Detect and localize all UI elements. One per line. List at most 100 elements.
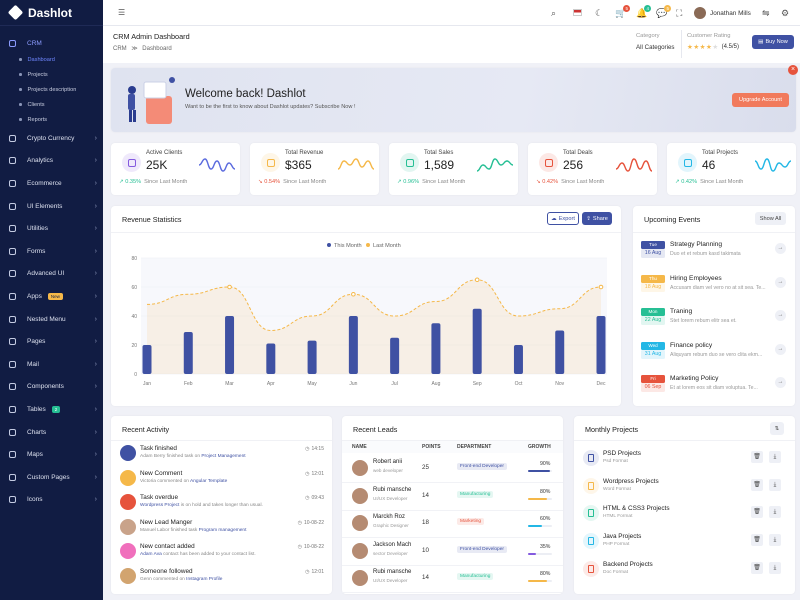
sidebar-item-apps[interactable]: Apps New › bbox=[0, 285, 103, 308]
delete-icon[interactable]: 🗑 bbox=[751, 506, 763, 519]
arrow-right-icon[interactable]: → bbox=[775, 276, 786, 288]
chat-icon[interactable]: 💬 5 bbox=[656, 5, 672, 19]
export-button[interactable]: ☁ Export bbox=[547, 212, 579, 225]
sidebar-item-forms[interactable]: Forms › bbox=[0, 240, 103, 263]
sidebar-item-crypto-currency[interactable]: Crypto Currency › bbox=[0, 127, 103, 150]
share-button[interactable]: ⇪ Share bbox=[582, 212, 612, 225]
event-item[interactable]: Tue 16 Aug Strategy Planning Duo et et rebu… bbox=[633, 238, 795, 268]
sidebar-subitem-reports[interactable]: Reports bbox=[0, 112, 103, 127]
stat-glyph-icon bbox=[683, 158, 692, 167]
delete-icon[interactable]: 🗑 bbox=[751, 561, 763, 574]
icons-icon bbox=[9, 496, 16, 504]
sidebar-item-maps[interactable]: Maps › bbox=[0, 443, 103, 466]
sidebar-item-analytics[interactable]: Analytics › bbox=[0, 150, 103, 173]
table-icon bbox=[9, 405, 16, 413]
arrow-right-icon[interactable]: → bbox=[775, 243, 786, 254]
map-icon bbox=[9, 451, 16, 459]
chevron-right-icon: › bbox=[94, 428, 97, 436]
activity-time-value: 09:43 bbox=[311, 495, 324, 501]
sidebar-subitem-projects[interactable]: Projects bbox=[0, 67, 103, 82]
download-icon[interactable]: ⤓ bbox=[769, 478, 781, 491]
event-item[interactable]: Thu 18 Aug Hiring Employees Accusam diam ve… bbox=[633, 272, 795, 302]
sidebar-item-utilities[interactable]: Utilities › bbox=[0, 217, 103, 240]
bell-icon[interactable]: 🔔 4 bbox=[636, 5, 652, 19]
menu-toggle-icon[interactable]: ☰ bbox=[118, 8, 126, 17]
fullscreen-icon[interactable]: ⛶ bbox=[676, 8, 683, 18]
flag-icon[interactable] bbox=[573, 9, 582, 16]
logo[interactable]: Dashlot bbox=[0, 0, 103, 26]
sidebar-item-tables[interactable]: Tables 2 › bbox=[0, 398, 103, 421]
download-icon[interactable]: ⤓ bbox=[769, 534, 781, 547]
sidebar-item-nested-menu[interactable]: Nested Menu › bbox=[0, 308, 103, 331]
sidebar-item-icons[interactable]: Icons › bbox=[0, 489, 103, 512]
stat-note: Since Last Month bbox=[561, 179, 605, 185]
cart-icon[interactable]: 🛒 5 bbox=[615, 5, 631, 19]
sidebar-item-components[interactable]: Components › bbox=[0, 376, 103, 399]
sidebar-item-custom-pages[interactable]: Custom Pages › bbox=[0, 466, 103, 489]
activity-link[interactable]: Program management bbox=[198, 527, 247, 533]
breadcrumb-crm[interactable]: CRM bbox=[113, 46, 127, 52]
delete-icon[interactable]: 🗑 bbox=[751, 534, 763, 547]
sidebar-subitem-projects-description[interactable]: Projects description bbox=[0, 82, 103, 97]
activity-link[interactable]: Adam Ava bbox=[140, 552, 162, 557]
activity-link[interactable]: Instagram Profile bbox=[186, 576, 223, 582]
event-day-tag: Tue bbox=[641, 241, 665, 249]
component-icon bbox=[9, 383, 16, 391]
event-item[interactable]: Fri 06 Sep Marketing Policy Et at lorem eos… bbox=[633, 372, 795, 402]
sidebar-item-charts[interactable]: Charts › bbox=[0, 421, 103, 444]
page-header: CRM Admin Dashboard CRM ≫ Dashboard Cate… bbox=[103, 26, 800, 63]
sidebar-subitem-clients[interactable]: Clients bbox=[0, 97, 103, 112]
column-header: GROWTH bbox=[528, 444, 551, 450]
growth-progress-fill bbox=[528, 525, 543, 527]
activity-link[interactable]: Angular Template bbox=[190, 478, 228, 484]
arrow-right-icon[interactable]: → bbox=[775, 343, 786, 355]
activity-title: Someone followed bbox=[140, 567, 193, 575]
delete-icon[interactable]: 🗑 bbox=[751, 451, 763, 463]
user-menu[interactable]: Jonathan Mills bbox=[694, 7, 751, 19]
delete-icon[interactable]: 🗑 bbox=[751, 478, 763, 491]
sidebar: Dashlot CRM Dashboard Projects Projects des… bbox=[0, 0, 103, 600]
download-icon[interactable]: ⤓ bbox=[769, 561, 781, 574]
activity-link[interactable]: Project Management bbox=[201, 454, 246, 459]
event-title: Hiring Employees bbox=[670, 274, 722, 282]
switcher-icon[interactable]: ⇋ bbox=[762, 8, 770, 18]
close-icon[interactable]: × bbox=[788, 65, 798, 75]
lead-avatar bbox=[352, 515, 368, 531]
x-tick-label: Jan bbox=[143, 381, 151, 387]
welcome-banner: Welcome back! Dashlot Want to be the fir… bbox=[111, 68, 796, 132]
filter-icon[interactable]: ⇅ bbox=[770, 422, 784, 435]
arrow-right-icon[interactable]: → bbox=[775, 310, 786, 321]
last-month-area bbox=[147, 279, 601, 374]
event-date: 06 Sep bbox=[641, 383, 665, 392]
project-name: Java Projects bbox=[603, 533, 642, 541]
project-item: Backend Projects Doc Format 🗑 ⤓ bbox=[574, 557, 795, 583]
upgrade-account-button[interactable]: Upgrade Account bbox=[732, 93, 789, 107]
project-format: HTML Format bbox=[603, 514, 633, 520]
settings-gear-icon[interactable]: ⚙ bbox=[781, 8, 790, 18]
layers-icon bbox=[9, 270, 16, 278]
lead-department-badge: Front-end Developer bbox=[457, 545, 507, 553]
theme-icon[interactable]: ☾ bbox=[595, 8, 604, 18]
sidebar-item-ecommerce[interactable]: Ecommerce › bbox=[0, 172, 103, 195]
arrow-right-icon[interactable]: → bbox=[775, 377, 786, 388]
sidebar-item-crm[interactable]: CRM bbox=[0, 34, 103, 52]
sidebar-item-advanced-ui[interactable]: Advanced UI › bbox=[0, 263, 103, 286]
event-item[interactable]: Wed 31 Aug Finance policy Aliquyam rebum du… bbox=[633, 339, 795, 369]
download-icon[interactable]: ⤓ bbox=[769, 451, 781, 463]
buy-now-button[interactable]: ▤ Buy Now bbox=[752, 35, 794, 49]
sidebar-item-pages[interactable]: Pages › bbox=[0, 330, 103, 353]
download-icon[interactable]: ⤓ bbox=[769, 506, 781, 519]
lead-department-badge: Front-end Developer bbox=[457, 463, 507, 470]
project-item: HTML & CSS3 Projects HTML Format 🗑 ⤓ bbox=[574, 501, 795, 527]
activity-text: Manuel Labor finished task bbox=[140, 527, 199, 533]
activity-link[interactable]: Wordpress Project bbox=[140, 503, 180, 508]
sidebar-item-mail[interactable]: Mail › bbox=[0, 353, 103, 376]
category-select[interactable]: All Categories bbox=[636, 44, 675, 51]
search-icon[interactable]: ⌕ bbox=[551, 8, 557, 18]
chart-icon bbox=[9, 428, 16, 436]
event-item[interactable]: Mon 22 Aug Traning Stet lorem rebum elitr s… bbox=[633, 305, 795, 335]
line-point-mar bbox=[227, 284, 232, 290]
sidebar-item-ui-elements[interactable]: UI Elements › bbox=[0, 195, 103, 218]
show-all-button[interactable]: Show All bbox=[755, 212, 786, 225]
sidebar-subitem-dashboard[interactable]: Dashboard bbox=[0, 52, 103, 67]
